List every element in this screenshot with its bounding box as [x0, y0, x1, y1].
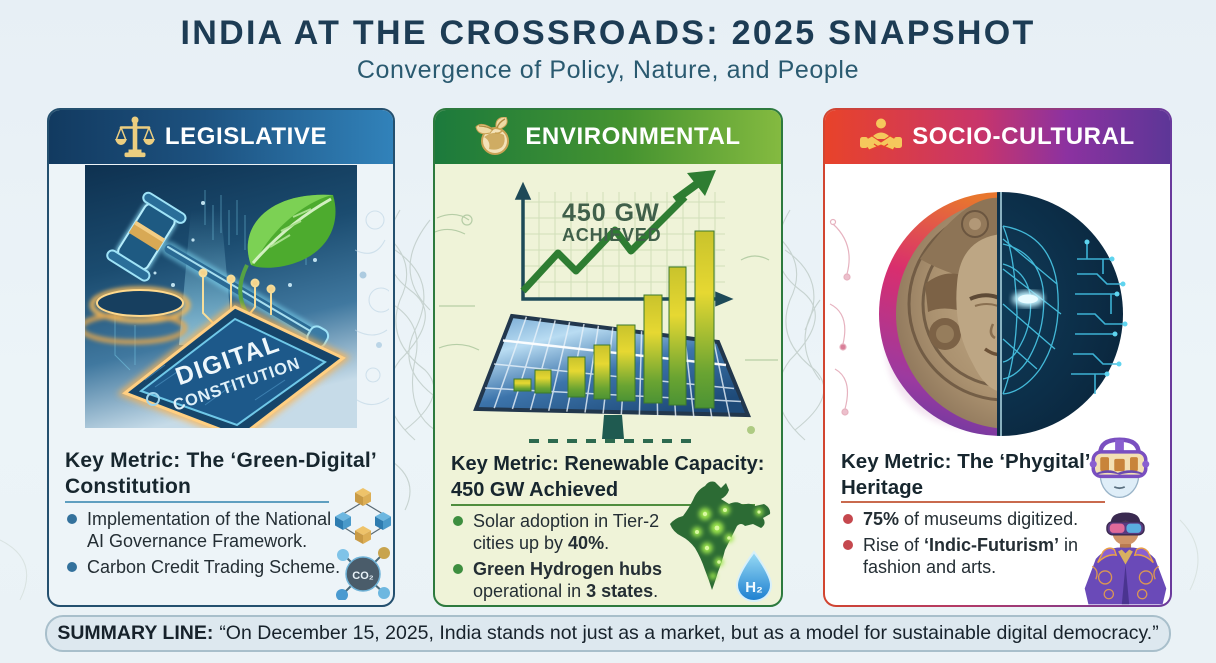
svg-text:ACHIEVED: ACHIEVED	[562, 225, 661, 245]
svg-text:H₂: H₂	[745, 579, 763, 596]
svg-text:450 GW: 450 GW	[562, 199, 660, 227]
svg-text:CO₂: CO₂	[352, 570, 374, 582]
